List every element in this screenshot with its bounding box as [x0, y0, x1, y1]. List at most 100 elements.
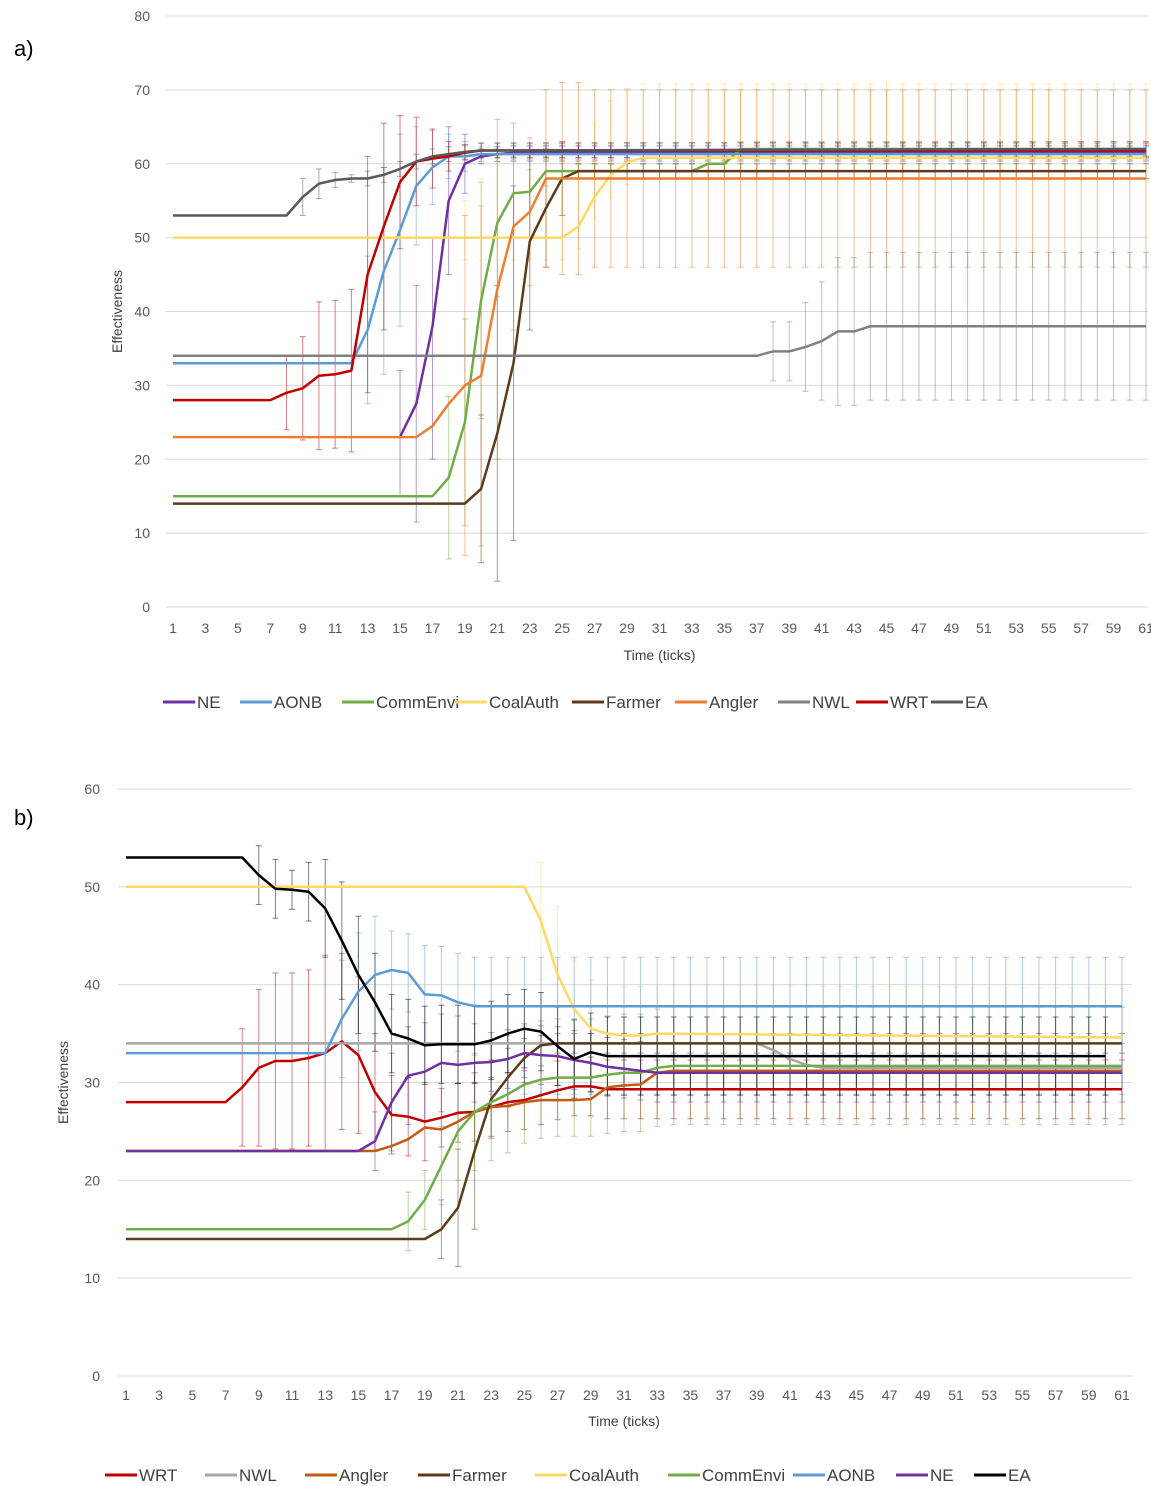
series-line-ne [126, 1051, 1122, 1153]
x-tick-label: 61 [1138, 620, 1151, 636]
x-tick-label: 1 [122, 1387, 130, 1403]
legend-label: Farmer [606, 693, 661, 712]
legend-item-coalauth: CoalAuth [535, 1466, 639, 1485]
y-tick-label: 60 [84, 781, 100, 797]
legend-item-nwl: NWL [778, 693, 850, 712]
x-tick-label: 17 [384, 1387, 400, 1403]
x-tick-label: 23 [522, 620, 538, 636]
y-tick-label: 10 [134, 525, 150, 541]
error-bars-nwl [770, 251, 1149, 406]
legend-item-angler: Angler [305, 1466, 388, 1485]
x-tick-label: 17 [425, 620, 441, 636]
legend-label: NE [930, 1466, 954, 1485]
x-tick-label: 3 [202, 620, 210, 636]
x-axis-title: Time (ticks) [588, 1413, 660, 1429]
panel-a-label: a) [14, 36, 34, 61]
x-tick-label: 13 [360, 620, 376, 636]
x-tick-label: 33 [684, 620, 700, 636]
legend-label: CommEnvi [376, 693, 459, 712]
x-tick-label: 57 [1048, 1387, 1064, 1403]
x-tick-label: 49 [944, 620, 960, 636]
legend-label: Angler [709, 693, 758, 712]
x-tick-label: 19 [457, 620, 473, 636]
x-tick-label: 1 [169, 620, 177, 636]
series-line-ea [173, 147, 1146, 217]
x-tick-label: 47 [882, 1387, 898, 1403]
legend-label: AONB [274, 693, 322, 712]
x-axis-title: Time (ticks) [624, 647, 696, 663]
legend-label: NWL [812, 693, 850, 712]
legend-item-coalauth: CoalAuth [455, 693, 559, 712]
series-line-ea [126, 856, 1106, 1061]
y-tick-label: 80 [134, 8, 150, 24]
y-tick-label: 40 [84, 977, 100, 993]
legend-item-ea: EA [974, 1466, 1031, 1485]
x-tick-label: 31 [616, 1387, 632, 1403]
x-tick-label: 41 [782, 1387, 798, 1403]
series-line-farmer [173, 169, 1146, 505]
legend-label: NE [197, 693, 221, 712]
x-tick-label: 49 [915, 1387, 931, 1403]
legend-label: CommEnvi [702, 1466, 785, 1485]
y-tick-label: 50 [84, 879, 100, 895]
legend-item-farmer: Farmer [418, 1466, 507, 1485]
legend-item-aonb: AONB [793, 1466, 875, 1485]
x-tick-label: 27 [587, 620, 603, 636]
x-tick-label: 39 [749, 1387, 765, 1403]
x-tick-label: 3 [155, 1387, 163, 1403]
x-tick-label: 33 [649, 1387, 665, 1403]
legend-item-ne: NE [896, 1466, 954, 1485]
x-tick-label: 23 [483, 1387, 499, 1403]
x-tick-label: 37 [716, 1387, 732, 1403]
x-tick-label: 55 [1041, 620, 1057, 636]
x-tick-label: 59 [1081, 1387, 1097, 1403]
y-tick-label: 70 [134, 82, 150, 98]
x-tick-label: 39 [781, 620, 797, 636]
series-line-farmer [126, 1042, 1122, 1241]
y-tick-label: 30 [84, 1075, 100, 1091]
y-tick-label: 0 [142, 599, 150, 615]
legend-label: NWL [239, 1466, 277, 1485]
y-tick-label: 20 [84, 1172, 100, 1188]
x-tick-label: 53 [1008, 620, 1024, 636]
series-line-angler [173, 177, 1146, 439]
x-tick-label: 43 [846, 620, 862, 636]
legend-label: EA [965, 693, 988, 712]
legend-item-commenvi: CommEnvi [668, 1466, 785, 1485]
x-tick-label: 47 [911, 620, 927, 636]
x-tick-label: 35 [717, 620, 733, 636]
series-line-commenvi [126, 1064, 1122, 1231]
x-tick-label: 29 [583, 1387, 599, 1403]
legend-label: AONB [827, 1466, 875, 1485]
x-tick-label: 9 [255, 1387, 263, 1403]
series-line-wrt [126, 1040, 1122, 1123]
x-tick-label: 29 [619, 620, 635, 636]
legend-item-angler: Angler [675, 693, 758, 712]
x-tick-label: 5 [189, 1387, 197, 1403]
x-tick-label: 27 [550, 1387, 566, 1403]
legend-label: CoalAuth [489, 693, 559, 712]
x-tick-label: 35 [683, 1387, 699, 1403]
legend-label: EA [1008, 1466, 1031, 1485]
y-tick-label: 60 [134, 156, 150, 172]
panel-b-label: b) [14, 805, 34, 830]
x-tick-label: 11 [328, 620, 343, 636]
legend-item-nwl: NWL [205, 1466, 277, 1485]
series-line-aonb [173, 152, 1146, 365]
x-tick-label: 25 [517, 1387, 533, 1403]
legend-item-farmer: Farmer [572, 693, 661, 712]
y-axis-title: Effectiveness [55, 1041, 71, 1124]
x-tick-label: 25 [554, 620, 570, 636]
legend-item-aonb: AONB [240, 693, 322, 712]
series-line-nwl [173, 325, 1146, 358]
x-tick-label: 7 [222, 1387, 230, 1403]
x-tick-label: 15 [351, 1387, 367, 1403]
x-tick-label: 13 [317, 1387, 333, 1403]
x-tick-label: 37 [749, 620, 765, 636]
y-tick-label: 40 [134, 304, 150, 320]
x-tick-label: 61 [1114, 1387, 1130, 1403]
legend-item-commenvi: CommEnvi [342, 693, 459, 712]
x-tick-label: 9 [299, 620, 307, 636]
